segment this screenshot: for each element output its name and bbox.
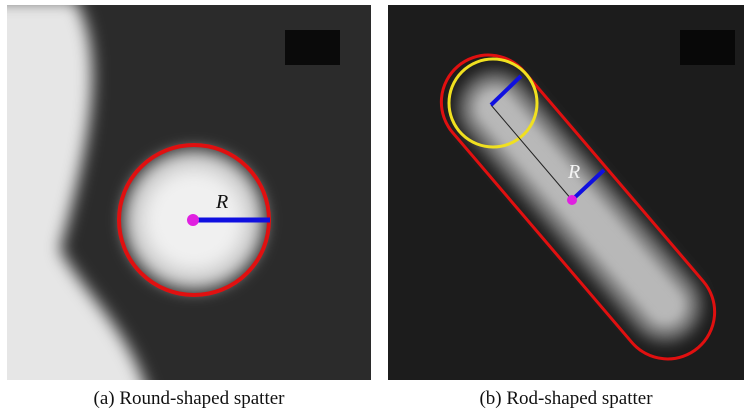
figure: R R (a) Round-shaped spatter (b) Rod-sha…: [0, 0, 751, 415]
panel-a-image: [0, 0, 371, 400]
caption: (b) Rod-shaped spatter: [479, 388, 653, 409]
caption: (a) Round-shaped spatter: [94, 388, 286, 409]
radius-symbol: R: [567, 161, 580, 183]
center-dot: [187, 214, 199, 226]
radius-symbol: R: [215, 191, 228, 213]
center-dot: [567, 195, 577, 205]
